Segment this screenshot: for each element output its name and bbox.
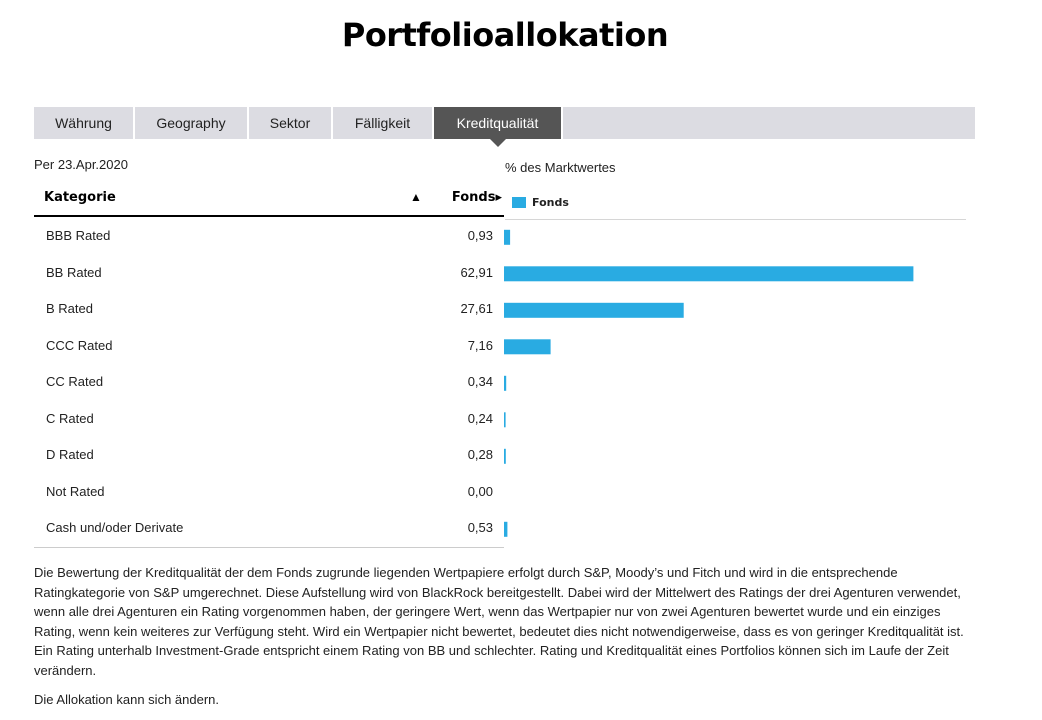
row-category: B Rated (46, 301, 93, 316)
bar-ccc-rated[interactable] (504, 339, 551, 355)
row-category: CC Rated (46, 374, 104, 389)
credit-quality-disclaimer: Die Bewertung der Kreditqualität der dem… (34, 565, 964, 678)
column-header-kategorie[interactable]: Kategorie (44, 190, 116, 205)
bar-cash-und-oder-derivate[interactable] (504, 521, 508, 537)
table-row: CCC Rated 7,16 (34, 328, 504, 365)
row-category: BB Rated (46, 264, 102, 280)
row-category: D Rated (46, 447, 94, 462)
bar-c-rated[interactable] (504, 412, 506, 428)
table-divider (34, 547, 504, 548)
row-category: C Rated (46, 410, 94, 426)
allocation-note: Die Allokation kann sich ändern. (34, 692, 220, 707)
table-row: Cash und/oder Derivate 0,53 (34, 510, 504, 547)
row-category: BBB Rated (46, 228, 111, 243)
bar-cc-rated[interactable] (504, 375, 507, 391)
row-value: 27,61 (460, 301, 493, 316)
bar-b-rated[interactable] (504, 302, 684, 318)
as-of-date: Per 23.Apr.2020 (34, 157, 128, 172)
sort-ascending-icon[interactable]: ▲ (410, 190, 422, 204)
table-row: D Rated 0,28 (34, 437, 504, 474)
page-title: Portfolioallokation (341, 16, 669, 54)
chart-legend[interactable]: Fonds (512, 196, 569, 209)
table-row: BBB Rated 0,93 (34, 218, 504, 255)
bar-bbb-rated[interactable] (504, 229, 511, 245)
table-row: C Rated 0,24 (34, 401, 504, 438)
chart-top-rule (505, 219, 966, 220)
legend-swatch (512, 197, 526, 208)
row-category: Cash und/oder Derivate (46, 520, 184, 535)
bar-chart-svg (504, 229, 914, 537)
table-row: BB Rated 62,91 (34, 255, 504, 292)
tab-sektor[interactable]: Sektor (249, 107, 333, 139)
row-value: 0,93 (467, 228, 493, 243)
table-row: Not Rated 0,00 (34, 474, 504, 511)
legend-label-fonds: Fonds (532, 196, 569, 209)
row-category: CCC Rated (46, 337, 113, 353)
tab-geography[interactable]: Geography (135, 107, 249, 139)
chart-title: % des Marktwertes (505, 160, 616, 175)
table-header: Kategorie ▲ Fonds▸ (34, 185, 504, 217)
table-row: B Rated 27,61 (34, 291, 504, 328)
credit-quality-bar-chart (504, 218, 966, 548)
row-value: 0,53 (467, 520, 493, 535)
row-value: 62,91 (460, 264, 493, 280)
bar-d-rated[interactable] (504, 448, 506, 464)
allocation-tabs: Währung Geography Sektor Fälligkeit Kred… (34, 107, 975, 147)
tab-waehrung[interactable]: Währung (34, 107, 135, 139)
tab-faelligkeit[interactable]: Fälligkeit (333, 107, 434, 139)
tab-kreditqualitaet[interactable]: Kreditqualität (434, 107, 563, 147)
credit-quality-table: BBB Rated 0,93 BB Rated 62,91 B Rated 27… (34, 218, 504, 547)
bar-bb-rated[interactable] (504, 266, 914, 282)
row-value: 0,24 (467, 410, 493, 426)
table-row: CC Rated 0,34 (34, 364, 504, 401)
row-value: 0,00 (467, 483, 493, 499)
row-value: 7,16 (467, 337, 493, 353)
row-value: 0,34 (467, 374, 493, 389)
row-value: 0,28 (467, 447, 493, 462)
column-header-fonds[interactable]: Fonds▸ (451, 190, 502, 205)
row-category: Not Rated (46, 483, 105, 499)
